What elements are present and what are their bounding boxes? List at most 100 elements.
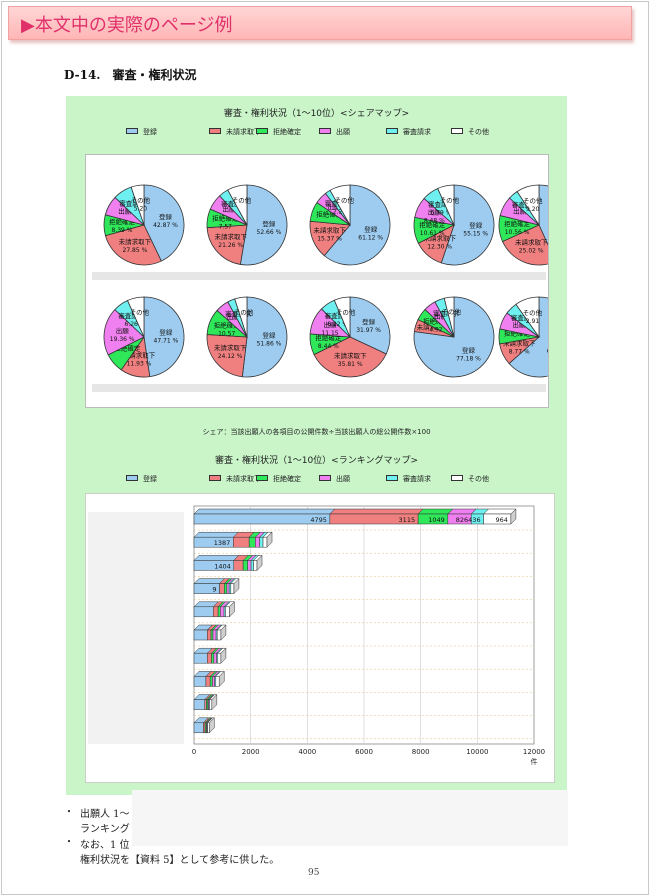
legend-swatch [386,128,398,134]
bar-data-label: 964 [495,516,507,524]
pie-slice-name: 審査請求 [225,309,252,318]
pie-slice-name: 登録 [469,221,483,230]
pie-slice-value: 4.92 [429,327,443,334]
bar-segment [212,629,217,641]
pie-slice-value: 8.48 % [424,217,445,224]
bar-legend-item: 拒絶確定 [256,474,301,484]
pie-slice-name: その他 [336,307,356,316]
pie-slice-name: 出願 [227,312,241,321]
bar-segment [226,583,230,594]
bar-row: 1387 [193,531,534,554]
bar-segment [212,676,215,687]
pie-slice [440,184,495,266]
pie-slice-value: 2.2 [333,209,343,216]
bar-segment [219,583,225,594]
pie-slice-name: 審査請求 [119,199,146,208]
legend-label: 審査請求 [403,475,431,483]
pie-slice [227,184,248,226]
bar-chart-title: 審査・権利状況（1～10位）<ランキングマップ> [215,456,418,466]
pie-slice-name: 審査請求 [428,199,455,208]
bar-segment [207,722,210,734]
bar-segment [248,536,256,548]
bar-segment [207,652,212,664]
pie-legend-item: その他 [451,127,489,137]
pie-slice-value: 31.97 % [356,327,381,334]
pie-slice-name: 出願 [118,206,132,215]
pie-slice-value: 55.15 % [463,231,488,238]
bar-segment [193,652,208,664]
pie-slice [103,309,145,356]
pie-slice-name: 登録 [262,219,276,228]
pie-slice-name: 未請求取下 [214,343,247,352]
bar-segment [203,722,206,734]
bar-data-label: 826 [456,516,468,524]
pie-legend-item: 拒絶確定 [256,127,301,137]
pie-slice-name: 拒絶確定 [419,220,446,229]
bar-segment [242,560,248,571]
pie-slice-value: 8.44 % [318,343,339,350]
bar-end-face [229,601,235,618]
pie-slice-value: 42.87 % [153,222,178,229]
pie-slice-name: 拒絶確定 [114,343,140,352]
pie-slice-name: 審査請求 [433,309,460,318]
section-title: D-14. 審査・権利状況 [64,68,197,82]
pie-slice-name: 拒絶確定 [316,210,343,219]
pie-slice [206,224,248,265]
chart-area: 審査・権利状況（1～10位）<シェアマップ> 登録 未請求取下 拒絶確定 出願 審査請求… [66,96,580,795]
pie-slice-name: 未請求取下 [119,237,152,246]
bar-segment [250,560,254,571]
pie-slice [127,296,145,338]
bar-legend-item: 登録 [126,474,157,484]
para-line-1: 出願人 1～ [80,809,130,820]
legend-swatch [256,475,268,481]
x-unit-label: 件 [531,757,538,766]
legend-swatch [256,128,268,134]
banner-title: ▶本文中の実際のページ例 [21,15,233,36]
pie-slice [130,184,145,226]
x-tick-label: 12000 [523,748,545,756]
bar-end-face [233,577,240,595]
bar-row: 1404 [193,554,534,577]
banner: ▶本文中の実際のページ例 [8,6,632,40]
bar-end-face [209,717,215,734]
bar-row [193,624,534,647]
pie-legend-item: 未請求取下 [209,127,261,137]
bar-data-label: 1404 [214,562,231,570]
legend-swatch [319,475,331,481]
pie-slice-name: その他 [335,196,355,205]
pie-slice [143,296,185,378]
bar-row [193,670,534,693]
legend-label: 審査請求 [403,128,431,136]
pie-slice-name: 出願 [223,204,237,213]
pie-slice-value: 2.91 [526,318,540,325]
bar-segment [193,722,204,734]
pie-slice-value: 77.18 % [456,356,481,363]
bar-segment [228,583,232,594]
bar-segment [207,629,212,641]
bar-legend: 登録 未請求取下 拒絶確定 出願 審査請求 その他 [126,474,566,486]
bar-segment [217,606,221,618]
pie-slice-name: その他 [130,308,150,317]
share-note: シェア：当該出願人の各項目の公開件数÷当該出願人の総公開件数×100 [202,428,431,436]
pie-slice-name: 審査請求 [512,200,539,209]
bar-row [193,601,534,624]
pie-slice-value: 11.15 [321,330,338,337]
pie-slice-name: その他 [523,196,543,205]
pie-slice-name: 登録 [362,317,376,326]
legend-label: 出願 [336,128,350,136]
legend-label: 登録 [143,128,157,136]
pie-slice-value: 6.79 % [431,209,452,216]
pie-slice-value: 35.81 % [338,361,363,368]
pie-slice-name: 登録 [364,225,378,234]
x-tick-label: 0 [192,748,196,756]
bar-segment [253,560,258,571]
bar-segment [209,699,213,710]
pie-slice [437,184,455,226]
bar-panel: 0 2000 4000 6000 8000 10000 12000 件 4795 3115 1049… [85,493,555,783]
bar-row [193,647,534,670]
